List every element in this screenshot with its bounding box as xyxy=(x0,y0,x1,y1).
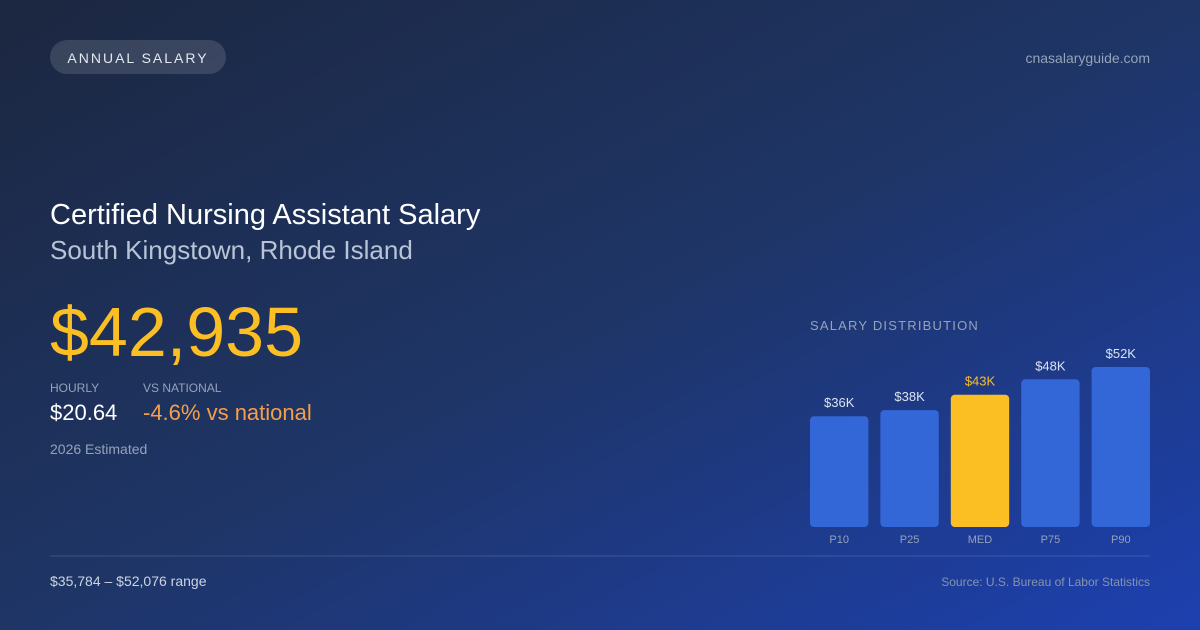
badge: ANNUAL SALARY xyxy=(67,50,208,66)
bar xyxy=(950,394,1010,527)
bar xyxy=(1021,379,1080,527)
value-label: $36K xyxy=(824,395,855,410)
range: $35,784 – $52,076 range xyxy=(50,573,207,589)
value-label: $43K xyxy=(965,374,996,389)
value-label: $38K xyxy=(894,389,925,404)
stat-label: HOURLY xyxy=(50,381,99,395)
x-tick-label: P90 xyxy=(1111,534,1131,546)
x-tick-label: P25 xyxy=(900,534,920,546)
note: 2026 Estimated xyxy=(50,441,147,457)
x-tick-label: P75 xyxy=(1041,534,1061,546)
stat-value: -4.6% vs national xyxy=(143,400,312,425)
salary: $42,935 xyxy=(50,293,303,371)
stat-value: $20.64 xyxy=(50,400,117,425)
stat-label: VS NATIONAL xyxy=(143,381,222,395)
chart-title: SALARY DISTRIBUTION xyxy=(810,318,979,333)
x-tick-label: P10 xyxy=(829,534,849,546)
source: Source: U.S. Bureau of Labor Statistics xyxy=(941,575,1150,589)
bar xyxy=(810,416,869,527)
value-label: $48K xyxy=(1035,358,1066,373)
x-tick-label: MED xyxy=(968,534,993,546)
badge-pill xyxy=(50,40,226,74)
title: Certified Nursing Assistant Salary xyxy=(50,199,481,231)
subtitle: South Kingstown, Rhode Island xyxy=(50,235,413,265)
site: cnasalaryguide.com xyxy=(1025,50,1150,66)
bar xyxy=(1091,367,1150,527)
value-label: $52K xyxy=(1106,346,1137,361)
bar xyxy=(880,410,939,527)
